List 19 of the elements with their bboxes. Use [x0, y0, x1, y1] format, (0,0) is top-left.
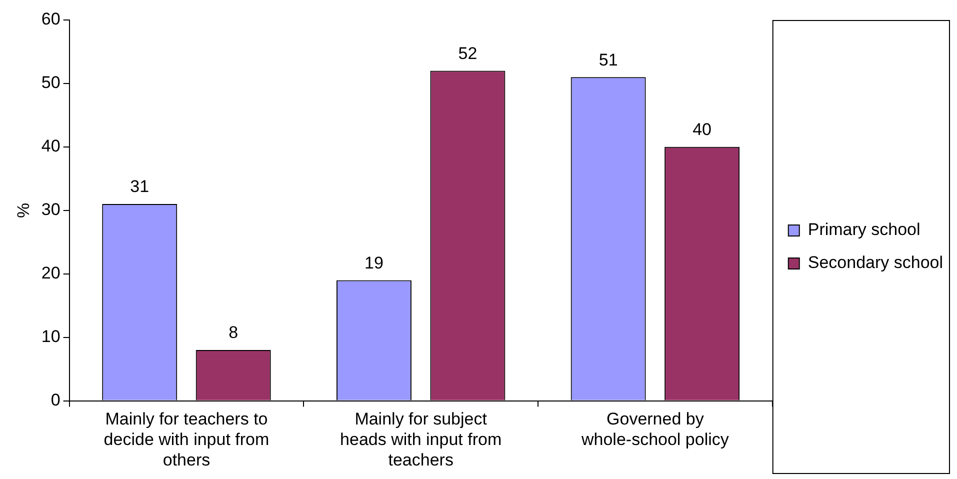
legend-label: Primary school: [808, 220, 920, 240]
x-tick-label: Mainly for subject heads with input from teachers: [340, 410, 502, 470]
y-tick-label: 50: [41, 73, 60, 92]
data-label: 51: [598, 50, 618, 70]
y-axis-title: %: [14, 202, 33, 218]
data-label: 40: [692, 120, 712, 140]
data-label: 52: [458, 44, 478, 63]
data-label: 19: [364, 253, 384, 272]
data-label: 8: [228, 323, 238, 342]
x-tick-label: Governed by whole-school policy: [580, 410, 730, 450]
y-tick-label: 0: [50, 390, 60, 410]
y-tick-label: 30: [41, 200, 60, 220]
y-tick-label: 40: [41, 136, 60, 156]
y-tick-label: 10: [41, 327, 60, 346]
y-tick-label: 60: [41, 10, 60, 29]
y-tick-label: 20: [41, 264, 60, 283]
data-label: 31: [130, 177, 150, 196]
legend-label: Secondary school: [808, 253, 944, 272]
x-tick-label: Mainly for teachers to decide with input from others: [104, 410, 270, 470]
